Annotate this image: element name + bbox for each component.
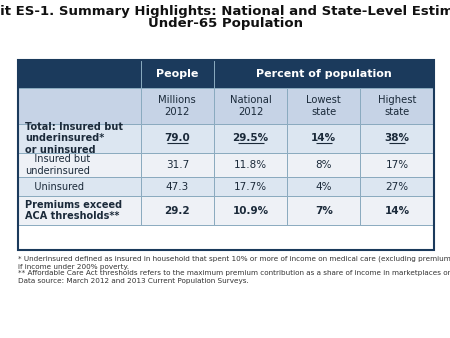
- Bar: [214, 153, 287, 177]
- Text: 8%: 8%: [315, 160, 332, 170]
- Text: 11.8%: 11.8%: [234, 160, 267, 170]
- Text: Percent of population: Percent of population: [256, 69, 392, 79]
- Bar: [18, 88, 141, 124]
- Bar: [18, 177, 141, 196]
- Bar: [360, 153, 434, 177]
- Bar: [287, 124, 360, 153]
- Bar: [360, 177, 434, 196]
- Text: People: People: [156, 69, 198, 79]
- Text: 7%: 7%: [315, 206, 333, 216]
- Text: 14%: 14%: [311, 134, 336, 144]
- Bar: [214, 60, 434, 88]
- Text: 27%: 27%: [385, 182, 409, 192]
- Bar: [141, 88, 214, 124]
- Bar: [214, 124, 287, 153]
- Bar: [214, 88, 287, 124]
- Text: 17%: 17%: [385, 160, 409, 170]
- Bar: [141, 196, 214, 225]
- Text: 17.7%: 17.7%: [234, 182, 267, 192]
- Bar: [18, 153, 141, 177]
- Bar: [287, 153, 360, 177]
- Bar: [360, 196, 434, 225]
- Text: 29.2: 29.2: [165, 206, 190, 216]
- Bar: [18, 196, 141, 225]
- Text: Millions
2012: Millions 2012: [158, 95, 196, 117]
- Text: Lowest
state: Lowest state: [306, 95, 341, 117]
- Bar: [141, 124, 214, 153]
- Bar: [360, 124, 434, 153]
- Bar: [360, 88, 434, 124]
- Bar: [18, 60, 434, 250]
- Bar: [141, 153, 214, 177]
- Text: 31.7: 31.7: [166, 160, 189, 170]
- Bar: [214, 196, 287, 225]
- Text: Total: Insured but
underinsured*
or uninsured: Total: Insured but underinsured* or unin…: [25, 122, 123, 155]
- Bar: [141, 177, 214, 196]
- Bar: [287, 196, 360, 225]
- Bar: [18, 60, 141, 88]
- Text: 79.0: 79.0: [164, 134, 190, 144]
- Bar: [287, 177, 360, 196]
- Bar: [214, 177, 287, 196]
- Text: Uninsured: Uninsured: [25, 182, 84, 192]
- Text: Insured but
underinsured: Insured but underinsured: [25, 154, 90, 176]
- Text: Under-65 Population: Under-65 Population: [148, 17, 302, 30]
- Text: 47.3: 47.3: [166, 182, 189, 192]
- Bar: [18, 124, 141, 153]
- Text: 38%: 38%: [384, 134, 410, 144]
- Text: 14%: 14%: [384, 206, 410, 216]
- Bar: [141, 60, 214, 88]
- Text: Exhibit ES-1. Summary Highlights: National and State-Level Estimates,: Exhibit ES-1. Summary Highlights: Nation…: [0, 5, 450, 18]
- Text: 29.5%: 29.5%: [233, 134, 269, 144]
- Text: 4%: 4%: [315, 182, 332, 192]
- Text: National
2012: National 2012: [230, 95, 271, 117]
- Text: * Underinsured defined as insured in household that spent 10% or more of income : * Underinsured defined as insured in hou…: [18, 256, 450, 284]
- Text: Highest
state: Highest state: [378, 95, 416, 117]
- Bar: [287, 88, 360, 124]
- Text: Premiums exceed
ACA thresholds**: Premiums exceed ACA thresholds**: [25, 200, 122, 221]
- Text: 10.9%: 10.9%: [233, 206, 269, 216]
